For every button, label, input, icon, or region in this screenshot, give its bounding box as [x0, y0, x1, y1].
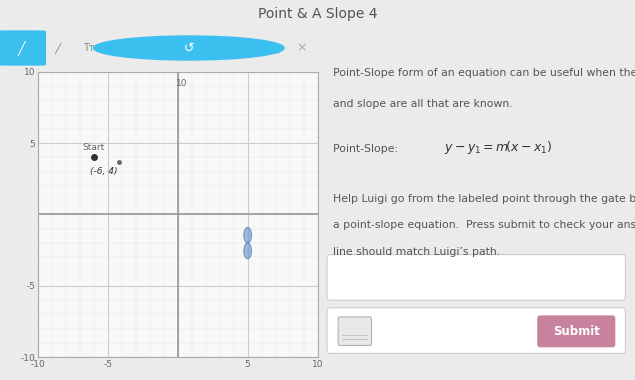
Ellipse shape — [244, 243, 251, 259]
Text: Submit: Submit — [553, 325, 599, 338]
Text: $y - y_1 = m\!\left(x - x_1\right)$: $y - y_1 = m\!\left(x - x_1\right)$ — [444, 139, 553, 156]
Text: ⌢: ⌢ — [244, 43, 251, 53]
Text: (-6, 4): (-6, 4) — [90, 168, 117, 176]
Text: Point-Slope:: Point-Slope: — [333, 144, 402, 154]
Text: Start: Start — [83, 143, 105, 152]
Text: and slope are all that are known.: and slope are all that are known. — [333, 99, 513, 109]
Text: ↺: ↺ — [184, 41, 194, 54]
Text: ╱: ╱ — [54, 42, 60, 54]
Text: ⌢: ⌢ — [273, 43, 279, 53]
FancyBboxPatch shape — [537, 315, 615, 347]
Text: 10: 10 — [177, 79, 188, 88]
Text: ▼: ▼ — [218, 43, 226, 53]
FancyBboxPatch shape — [338, 317, 371, 345]
FancyBboxPatch shape — [327, 255, 625, 300]
FancyBboxPatch shape — [327, 308, 625, 353]
Text: 🖊: 🖊 — [152, 43, 159, 53]
Text: Tт: Tт — [83, 43, 95, 53]
Text: line should match Luigi’s path.: line should match Luigi’s path. — [333, 247, 500, 257]
Text: Point & A Slope 4: Point & A Slope 4 — [258, 7, 377, 21]
Text: Help Luigi go from the labeled point through the gate by entering: Help Luigi go from the labeled point thr… — [333, 194, 635, 204]
Text: ×: × — [297, 41, 307, 54]
Ellipse shape — [244, 227, 251, 243]
FancyBboxPatch shape — [0, 30, 46, 66]
Text: Point-Slope form of an equation can be useful when the point: Point-Slope form of an equation can be u… — [333, 68, 635, 78]
Text: a point-slope equation.  Press submit to check your answer.  Your: a point-slope equation. Press submit to … — [333, 220, 635, 230]
Circle shape — [94, 36, 284, 60]
Text: √±: √± — [113, 43, 128, 53]
Text: ╱: ╱ — [18, 40, 25, 55]
